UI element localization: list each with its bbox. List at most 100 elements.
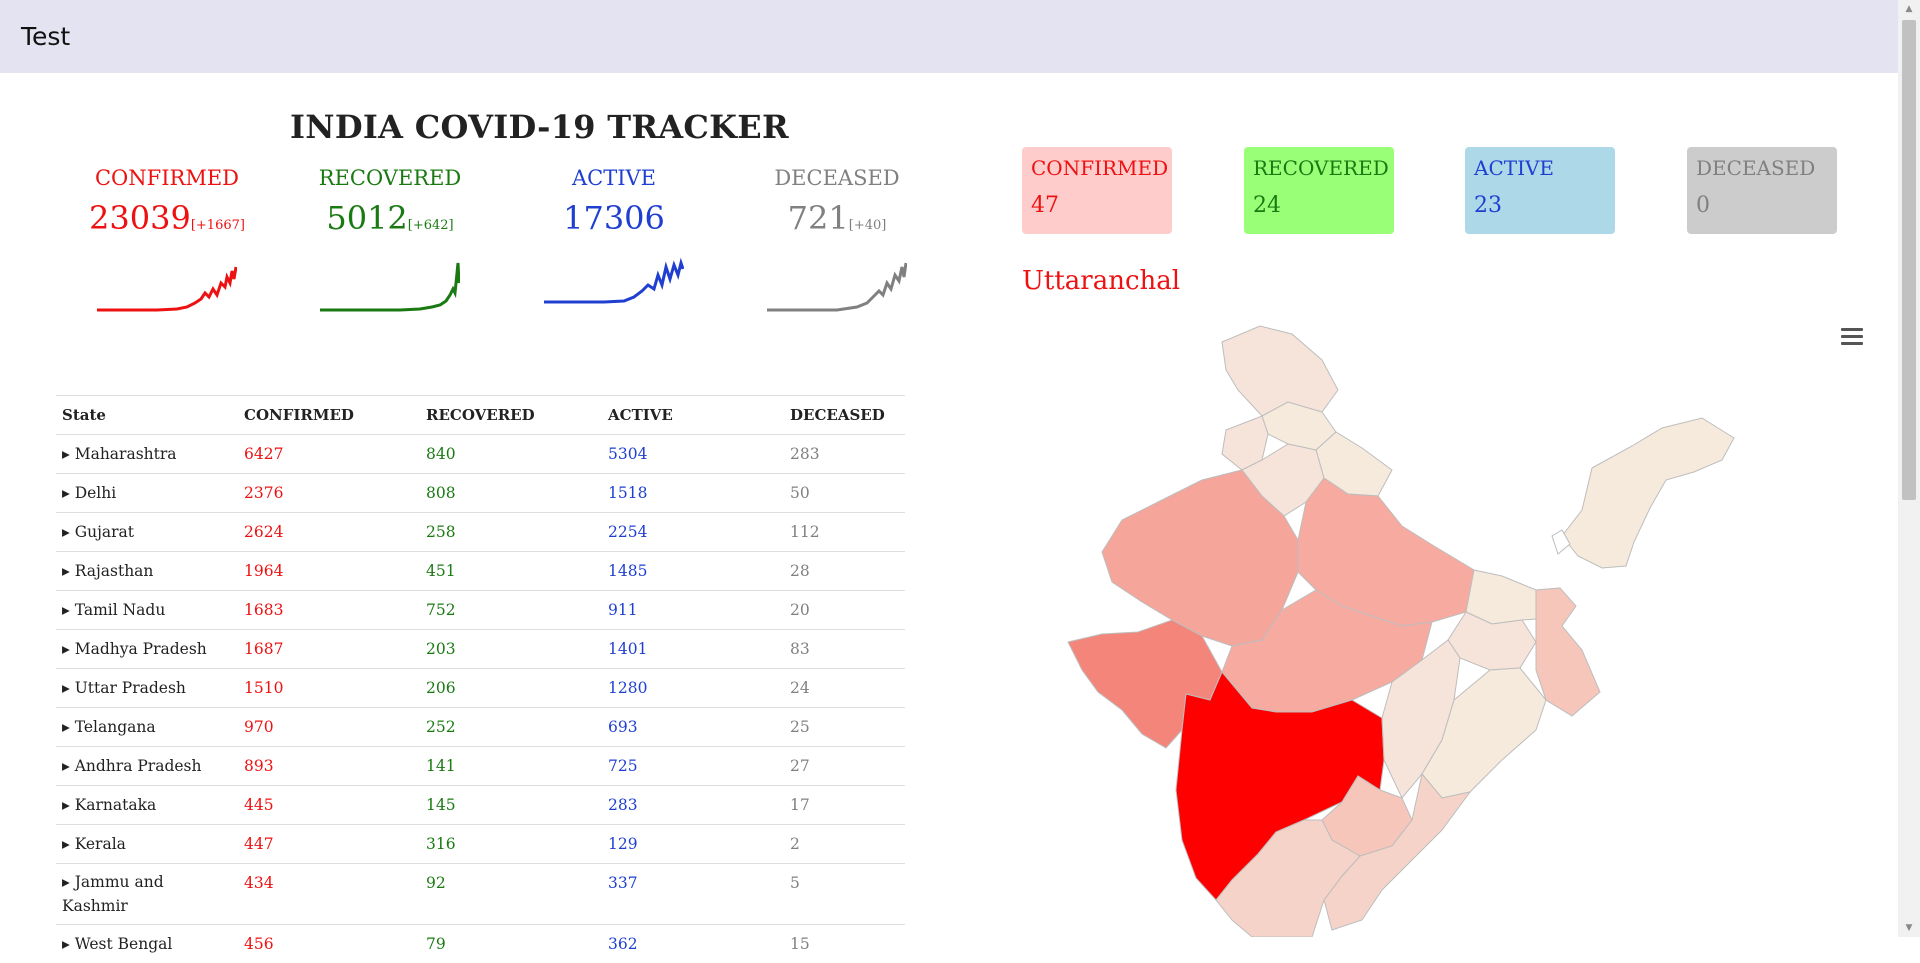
deceased-cell: 83 bbox=[784, 630, 905, 669]
region-recovered-card: RECOVERED 24 bbox=[1244, 147, 1394, 234]
recovered-cell: 203 bbox=[420, 630, 602, 669]
active-cell: 725 bbox=[602, 747, 784, 786]
region-confirmed-value: 47 bbox=[1031, 190, 1163, 222]
active-trend-sparkline bbox=[544, 245, 684, 305]
confirmed-value: 23039[+1667] bbox=[57, 195, 277, 249]
table-row[interactable]: ▸ Telangana 970 252 693 25 bbox=[56, 708, 905, 747]
india-state-map bbox=[1062, 320, 1822, 937]
column-header-confirmed[interactable]: CONFIRMED bbox=[238, 396, 420, 435]
deceased-delta: [+40] bbox=[849, 218, 887, 233]
state-name[interactable]: ▸ Uttar Pradesh bbox=[56, 669, 238, 708]
recovered-cell: 258 bbox=[420, 513, 602, 552]
state-name[interactable]: ▸ Andhra Pradesh bbox=[56, 747, 238, 786]
state-name[interactable]: ▸ West Bengal bbox=[56, 925, 238, 963]
deceased-cell: 15 bbox=[784, 925, 905, 963]
recovered-cell: 451 bbox=[420, 552, 602, 591]
confirmed-cell: 1510 bbox=[238, 669, 420, 708]
state-name[interactable]: ▸ Madhya Pradesh bbox=[56, 630, 238, 669]
deceased-cell: 20 bbox=[784, 591, 905, 630]
state-name[interactable]: ▸ Gujarat bbox=[56, 513, 238, 552]
region-deceased-label: DECEASED bbox=[1696, 154, 1828, 182]
region-active-value: 23 bbox=[1474, 190, 1606, 222]
scroll-up-arrow-icon[interactable]: ▲ bbox=[1898, 0, 1920, 18]
active-cell: 283 bbox=[602, 786, 784, 825]
active-cell: 5304 bbox=[602, 435, 784, 474]
deceased-summary: DECEASED 721[+40] bbox=[727, 163, 947, 313]
active-summary: ACTIVE 17306 bbox=[504, 163, 724, 305]
deceased-cell: 28 bbox=[784, 552, 905, 591]
confirmed-cell: 434 bbox=[238, 864, 420, 925]
deceased-count: 721 bbox=[788, 199, 849, 237]
region-deceased-card: DECEASED 0 bbox=[1687, 147, 1837, 234]
active-cell: 1401 bbox=[602, 630, 784, 669]
column-header-active[interactable]: ACTIVE bbox=[602, 396, 784, 435]
map-northeast[interactable] bbox=[1562, 418, 1734, 568]
table-row[interactable]: ▸ Maharashtra 6427 840 5304 283 bbox=[56, 435, 905, 474]
table-row[interactable]: ▸ Jammu and Kashmir 434 92 337 5 bbox=[56, 864, 905, 925]
recovered-cell: 252 bbox=[420, 708, 602, 747]
table-row[interactable]: ▸ Uttar Pradesh 1510 206 1280 24 bbox=[56, 669, 905, 708]
active-cell: 2254 bbox=[602, 513, 784, 552]
recovered-trend-sparkline bbox=[320, 253, 460, 313]
hamburger-menu-icon[interactable] bbox=[1841, 328, 1863, 348]
confirmed-cell: 893 bbox=[238, 747, 420, 786]
region-recovered-value: 24 bbox=[1253, 190, 1385, 222]
recovered-cell: 808 bbox=[420, 474, 602, 513]
deceased-trend-sparkline bbox=[767, 253, 907, 313]
confirmed-cell: 1687 bbox=[238, 630, 420, 669]
state-name[interactable]: ▸ Delhi bbox=[56, 474, 238, 513]
region-confirmed-label: CONFIRMED bbox=[1031, 154, 1163, 182]
state-name[interactable]: ▸ Tamil Nadu bbox=[56, 591, 238, 630]
confirmed-cell: 6427 bbox=[238, 435, 420, 474]
deceased-cell: 2 bbox=[784, 825, 905, 864]
active-cell: 1518 bbox=[602, 474, 784, 513]
active-cell: 911 bbox=[602, 591, 784, 630]
recovered-cell: 141 bbox=[420, 747, 602, 786]
active-cell: 693 bbox=[602, 708, 784, 747]
map-jammu-kashmir[interactable] bbox=[1222, 326, 1338, 416]
region-recovered-label: RECOVERED bbox=[1253, 154, 1385, 182]
table-row[interactable]: ▸ Tamil Nadu 1683 752 911 20 bbox=[56, 591, 905, 630]
table-row[interactable]: ▸ Rajasthan 1964 451 1485 28 bbox=[56, 552, 905, 591]
active-cell: 362 bbox=[602, 925, 784, 963]
table-header-row: State CONFIRMED RECOVERED ACTIVE DECEASE… bbox=[56, 396, 905, 435]
state-name[interactable]: ▸ Kerala bbox=[56, 825, 238, 864]
app-title: Test bbox=[21, 22, 70, 51]
table-row[interactable]: ▸ Andhra Pradesh 893 141 725 27 bbox=[56, 747, 905, 786]
confirmed-trend-sparkline bbox=[97, 253, 237, 313]
table-row[interactable]: ▸ Kerala 447 316 129 2 bbox=[56, 825, 905, 864]
deceased-cell: 5 bbox=[784, 864, 905, 925]
selected-region-name: Uttaranchal bbox=[1022, 266, 1180, 296]
page-scrollbar[interactable]: ▲ ▼ bbox=[1898, 0, 1920, 937]
table-row[interactable]: ▸ Karnataka 445 145 283 17 bbox=[56, 786, 905, 825]
active-label: ACTIVE bbox=[504, 163, 724, 193]
state-name[interactable]: ▸ Rajasthan bbox=[56, 552, 238, 591]
state-name[interactable]: ▸ Karnataka bbox=[56, 786, 238, 825]
recovered-value: 5012[+642] bbox=[280, 195, 500, 249]
column-header-state[interactable]: State bbox=[56, 396, 238, 435]
scroll-down-arrow-icon[interactable]: ▼ bbox=[1898, 919, 1920, 937]
confirmed-cell: 2376 bbox=[238, 474, 420, 513]
region-deceased-value: 0 bbox=[1696, 190, 1828, 222]
state-name[interactable]: ▸ Jammu and Kashmir bbox=[56, 864, 238, 925]
confirmed-count: 23039 bbox=[89, 199, 191, 237]
table-row[interactable]: ▸ West Bengal 456 79 362 15 bbox=[56, 925, 905, 963]
deceased-value: 721[+40] bbox=[727, 195, 947, 249]
confirmed-cell: 1683 bbox=[238, 591, 420, 630]
confirmed-cell: 1964 bbox=[238, 552, 420, 591]
state-name[interactable]: ▸ Telangana bbox=[56, 708, 238, 747]
scrollbar-thumb[interactable] bbox=[1902, 20, 1916, 500]
map-west-bengal[interactable] bbox=[1536, 588, 1600, 716]
recovered-cell: 316 bbox=[420, 825, 602, 864]
table-row[interactable]: ▸ Madhya Pradesh 1687 203 1401 83 bbox=[56, 630, 905, 669]
state-table: State CONFIRMED RECOVERED ACTIVE DECEASE… bbox=[56, 395, 905, 963]
state-name[interactable]: ▸ Maharashtra bbox=[56, 435, 238, 474]
recovered-summary: RECOVERED 5012[+642] bbox=[280, 163, 500, 313]
table-row[interactable]: ▸ Delhi 2376 808 1518 50 bbox=[56, 474, 905, 513]
recovered-label: RECOVERED bbox=[280, 163, 500, 193]
confirmed-cell: 2624 bbox=[238, 513, 420, 552]
column-header-recovered[interactable]: RECOVERED bbox=[420, 396, 602, 435]
confirmed-label: CONFIRMED bbox=[57, 163, 277, 193]
column-header-deceased[interactable]: DECEASED bbox=[784, 396, 905, 435]
table-row[interactable]: ▸ Gujarat 2624 258 2254 112 bbox=[56, 513, 905, 552]
